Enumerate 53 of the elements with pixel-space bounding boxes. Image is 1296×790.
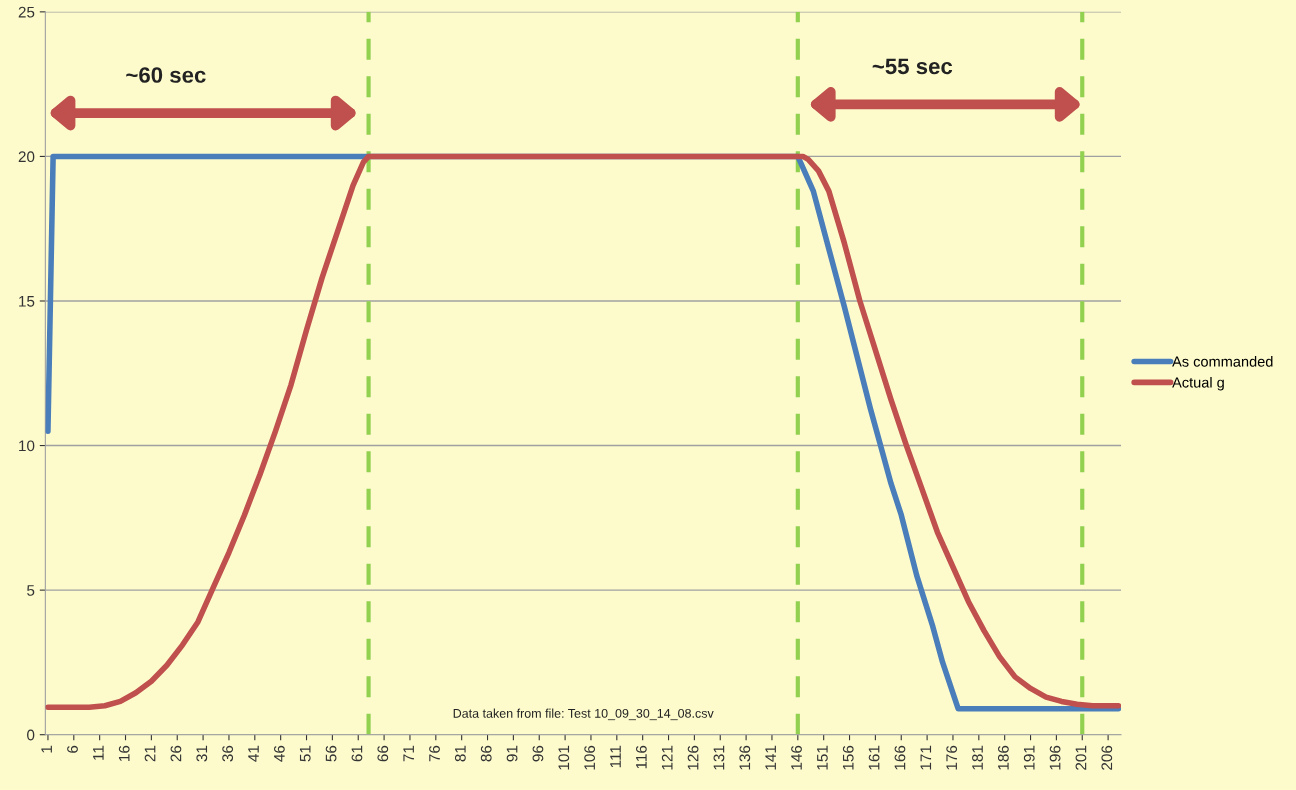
x-tick-label: 1: [41, 745, 52, 753]
annotation: Data taken from file: Test 10_09_30_14_08.csv: [453, 708, 714, 721]
x-tick-label: 171: [920, 745, 932, 770]
x-tick-label: 111: [610, 745, 621, 768]
x-tick-label: 96: [532, 745, 544, 762]
x-tick-label: 56: [325, 745, 337, 762]
y-tick-label: 10: [19, 440, 35, 452]
y-tick-label: 20: [18, 151, 35, 163]
x-tick-label: 161: [868, 745, 880, 770]
x-tick-label: 186: [997, 745, 1009, 770]
legend-label: As commanded: [1172, 356, 1273, 367]
x-tick-label: 141: [765, 745, 776, 770]
x-tick-label: 86: [480, 745, 492, 762]
x-tick-label: 116: [635, 745, 647, 769]
x-tick-label: 136: [739, 745, 751, 770]
x-tick-label: 121: [661, 745, 673, 770]
x-tick-label: 36: [222, 745, 234, 762]
x-tick-label: 41: [248, 745, 259, 762]
annotation: ~60 sec: [126, 67, 206, 83]
x-tick-label: 201: [1075, 745, 1087, 770]
legend-label: Actual g: [1172, 376, 1224, 391]
x-tick-label: 31: [196, 745, 208, 762]
x-tick-label: 11: [93, 745, 104, 760]
x-tick-label: 146: [791, 745, 802, 770]
x-tick-label: 91: [506, 745, 518, 762]
x-tick-label: 71: [403, 745, 414, 762]
x-tick-label: 166: [894, 745, 906, 770]
x-tick-label: 181: [972, 745, 983, 770]
x-tick-label: 61: [351, 745, 363, 762]
annotation: ~55 sec: [872, 58, 953, 75]
x-tick-label: 81: [454, 745, 466, 762]
y-tick-label: 5: [27, 585, 35, 596]
x-tick-label: 76: [429, 745, 440, 762]
x-tick-label: 6: [67, 745, 78, 753]
x-tick-label: 46: [273, 745, 285, 762]
x-tick-label: 66: [377, 745, 389, 762]
y-tick-label: 0: [27, 729, 35, 741]
x-tick-label: 196: [1049, 745, 1061, 770]
x-tick-label: 176: [946, 745, 958, 770]
x-tick-label: 51: [299, 745, 311, 762]
y-tick-label: 15: [19, 296, 35, 307]
x-tick-label: 101: [558, 745, 570, 770]
y-tick-label: 25: [18, 6, 35, 18]
x-tick-label: 106: [584, 745, 596, 770]
x-tick-label: 206: [1101, 745, 1113, 770]
x-tick-label: 151: [817, 745, 828, 770]
x-tick-label: 26: [170, 745, 182, 762]
x-tick-label: 16: [118, 745, 130, 761]
x-tick-label: 156: [842, 745, 854, 770]
x-tick-label: 21: [144, 745, 156, 762]
x-tick-label: 191: [1023, 745, 1035, 770]
x-tick-label: 131: [713, 745, 725, 770]
x-tick-label: 126: [687, 745, 699, 770]
